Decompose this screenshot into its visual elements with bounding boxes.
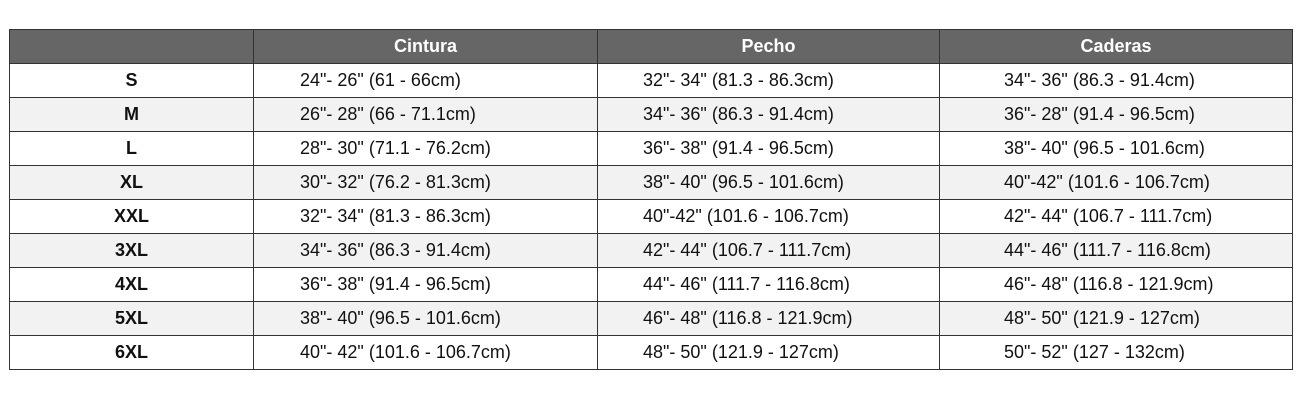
- table-row: XXL 32"- 34" (81.3 - 86.3cm) 40"-42" (101.…: [9, 199, 1293, 234]
- cintura-cell: 32"- 34" (81.3 - 86.3cm): [253, 199, 598, 234]
- pecho-cell: 42"- 44" (106.7 - 111.7cm): [597, 233, 940, 268]
- pecho-cell: 34"- 36" (86.3 - 91.4cm): [597, 97, 940, 132]
- caderas-cell: 50"- 52" (127 - 132cm): [939, 335, 1293, 370]
- cintura-cell: 26"- 28" (66 - 71.1cm): [253, 97, 598, 132]
- pecho-cell: 48"- 50" (121.9 - 127cm): [597, 335, 940, 370]
- cintura-cell: 30"- 32" (76.2 - 81.3cm): [253, 165, 598, 200]
- caderas-cell: 36"- 28" (91.4 - 96.5cm): [939, 97, 1293, 132]
- caderas-cell: 40"-42" (101.6 - 106.7cm): [939, 165, 1293, 200]
- cintura-cell: 28"- 30" (71.1 - 76.2cm): [253, 131, 598, 166]
- size-chart-table: Cintura Pecho Caderas S 24"- 26" (61 - 66…: [9, 29, 1293, 370]
- table-row: XL 30"- 32" (76.2 - 81.3cm) 38"- 40" (96.5…: [9, 165, 1293, 200]
- caderas-cell: 44"- 46" (111.7 - 116.8cm): [939, 233, 1293, 268]
- table-row: L 28"- 30" (71.1 - 76.2cm) 36"- 38" (91.4 …: [9, 131, 1293, 166]
- header-size: [9, 29, 254, 64]
- size-cell: M: [9, 97, 254, 132]
- size-cell: 3XL: [9, 233, 254, 268]
- table-row: 6XL 40"- 42" (101.6 - 106.7cm) 48"- 50" (1…: [9, 335, 1293, 370]
- table-row: 5XL 38"- 40" (96.5 - 101.6cm) 46"- 48" (11…: [9, 301, 1293, 336]
- cintura-cell: 40"- 42" (101.6 - 106.7cm): [253, 335, 598, 370]
- pecho-cell: 38"- 40" (96.5 - 101.6cm): [597, 165, 940, 200]
- pecho-cell: 36"- 38" (91.4 - 96.5cm): [597, 131, 940, 166]
- header-pecho: Pecho: [597, 29, 940, 64]
- table-row: S 24"- 26" (61 - 66cm) 32"- 34" (81.3 - 86…: [9, 63, 1293, 98]
- caderas-cell: 48"- 50" (121.9 - 127cm): [939, 301, 1293, 336]
- caderas-cell: 38"- 40" (96.5 - 101.6cm): [939, 131, 1293, 166]
- pecho-cell: 46"- 48" (116.8 - 121.9cm): [597, 301, 940, 336]
- pecho-cell: 32"- 34" (81.3 - 86.3cm): [597, 63, 940, 98]
- size-cell: 4XL: [9, 267, 254, 302]
- table-row: 4XL 36"- 38" (91.4 - 96.5cm) 44"- 46" (111…: [9, 267, 1293, 302]
- cintura-cell: 36"- 38" (91.4 - 96.5cm): [253, 267, 598, 302]
- table-row: 3XL 34"- 36" (86.3 - 91.4cm) 42"- 44" (106…: [9, 233, 1293, 268]
- size-cell: XXL: [9, 199, 254, 234]
- table-row: M 26"- 28" (66 - 71.1cm) 34"- 36" (86.3 - …: [9, 97, 1293, 132]
- size-cell: S: [9, 63, 254, 98]
- size-cell: XL: [9, 165, 254, 200]
- size-cell: L: [9, 131, 254, 166]
- cintura-cell: 38"- 40" (96.5 - 101.6cm): [253, 301, 598, 336]
- size-cell: 6XL: [9, 335, 254, 370]
- caderas-cell: 34"- 36" (86.3 - 91.4cm): [939, 63, 1293, 98]
- pecho-cell: 40"-42" (101.6 - 106.7cm): [597, 199, 940, 234]
- pecho-cell: 44"- 46" (111.7 - 116.8cm): [597, 267, 940, 302]
- cintura-cell: 24"- 26" (61 - 66cm): [253, 63, 598, 98]
- size-cell: 5XL: [9, 301, 254, 336]
- header-caderas: Caderas: [939, 29, 1293, 64]
- cintura-cell: 34"- 36" (86.3 - 91.4cm): [253, 233, 598, 268]
- caderas-cell: 42"- 44" (106.7 - 111.7cm): [939, 199, 1293, 234]
- caderas-cell: 46"- 48" (116.8 - 121.9cm): [939, 267, 1293, 302]
- header-row: Cintura Pecho Caderas: [9, 29, 1293, 64]
- header-cintura: Cintura: [253, 29, 598, 64]
